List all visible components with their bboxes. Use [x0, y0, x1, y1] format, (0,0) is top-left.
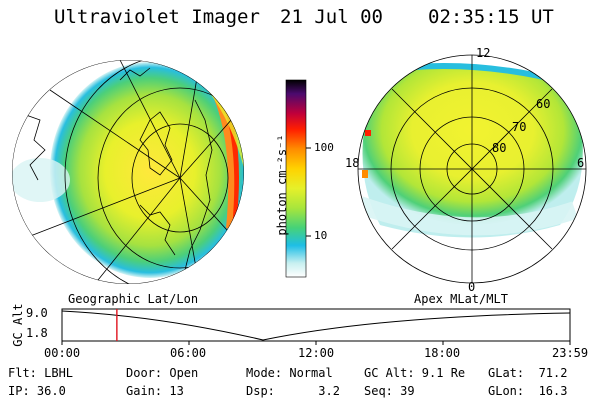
- info-gain: Gain: 13: [126, 384, 184, 398]
- info-ip: IP: 36.0: [8, 384, 66, 398]
- info-dsp: Dsp: 3.2: [246, 384, 340, 398]
- time-label: 02:35:15 UT: [428, 6, 554, 28]
- lat-label-80: 80: [492, 141, 507, 155]
- colorbar-unit-label: photon cm⁻²s⁻¹: [275, 134, 289, 236]
- mlt-label-18: 18: [345, 156, 360, 170]
- timeline-ylabel: GC Alt: [11, 303, 25, 347]
- timeline-xtick-3: 18:00: [424, 346, 461, 360]
- info-filter: Flt: LBHL: [8, 366, 74, 380]
- timeline-ytick-high: 9.0: [26, 306, 48, 320]
- timeline-xtick-2: 12:00: [298, 346, 335, 360]
- info-glon: GLon: 16.3: [488, 384, 568, 398]
- geographic-image: [12, 60, 244, 278]
- mlt-label-0: 0: [468, 280, 476, 294]
- lat-label-70: 70: [512, 120, 527, 134]
- apex-grid: [357, 54, 587, 284]
- lat-label-60: 60: [536, 97, 551, 111]
- mlt-label-6: 6: [577, 156, 585, 170]
- info-door: Door: Open: [126, 366, 199, 380]
- timeline-xtick-0: 00:00: [44, 346, 81, 360]
- geographic-caption: Geographic Lat/Lon: [68, 292, 199, 306]
- timeline-xtick-1: 06:00: [170, 346, 207, 360]
- timeline-xtick-4: 23:59: [552, 346, 589, 360]
- timeline-ytick-low: 1.8: [26, 326, 48, 340]
- colorbar: [285, 79, 307, 278]
- info-seq: Seq: 39: [364, 384, 415, 398]
- colorbar-tick-100: 100: [314, 141, 334, 154]
- info-glat: GLat: 71.2: [488, 366, 568, 380]
- info-gc-alt: GC Alt: 9.1 Re: [364, 366, 466, 380]
- timeline-plot: [61, 308, 571, 345]
- instrument-title: Ultraviolet Imager: [54, 6, 260, 28]
- date-label: 21 Jul 00: [280, 6, 383, 28]
- info-mode: Mode: Normal: [246, 366, 333, 380]
- colorbar-tick-10: 10: [314, 229, 328, 242]
- mlt-label-12: 12: [476, 46, 491, 60]
- apex-caption: Apex MLat/MLT: [414, 292, 508, 306]
